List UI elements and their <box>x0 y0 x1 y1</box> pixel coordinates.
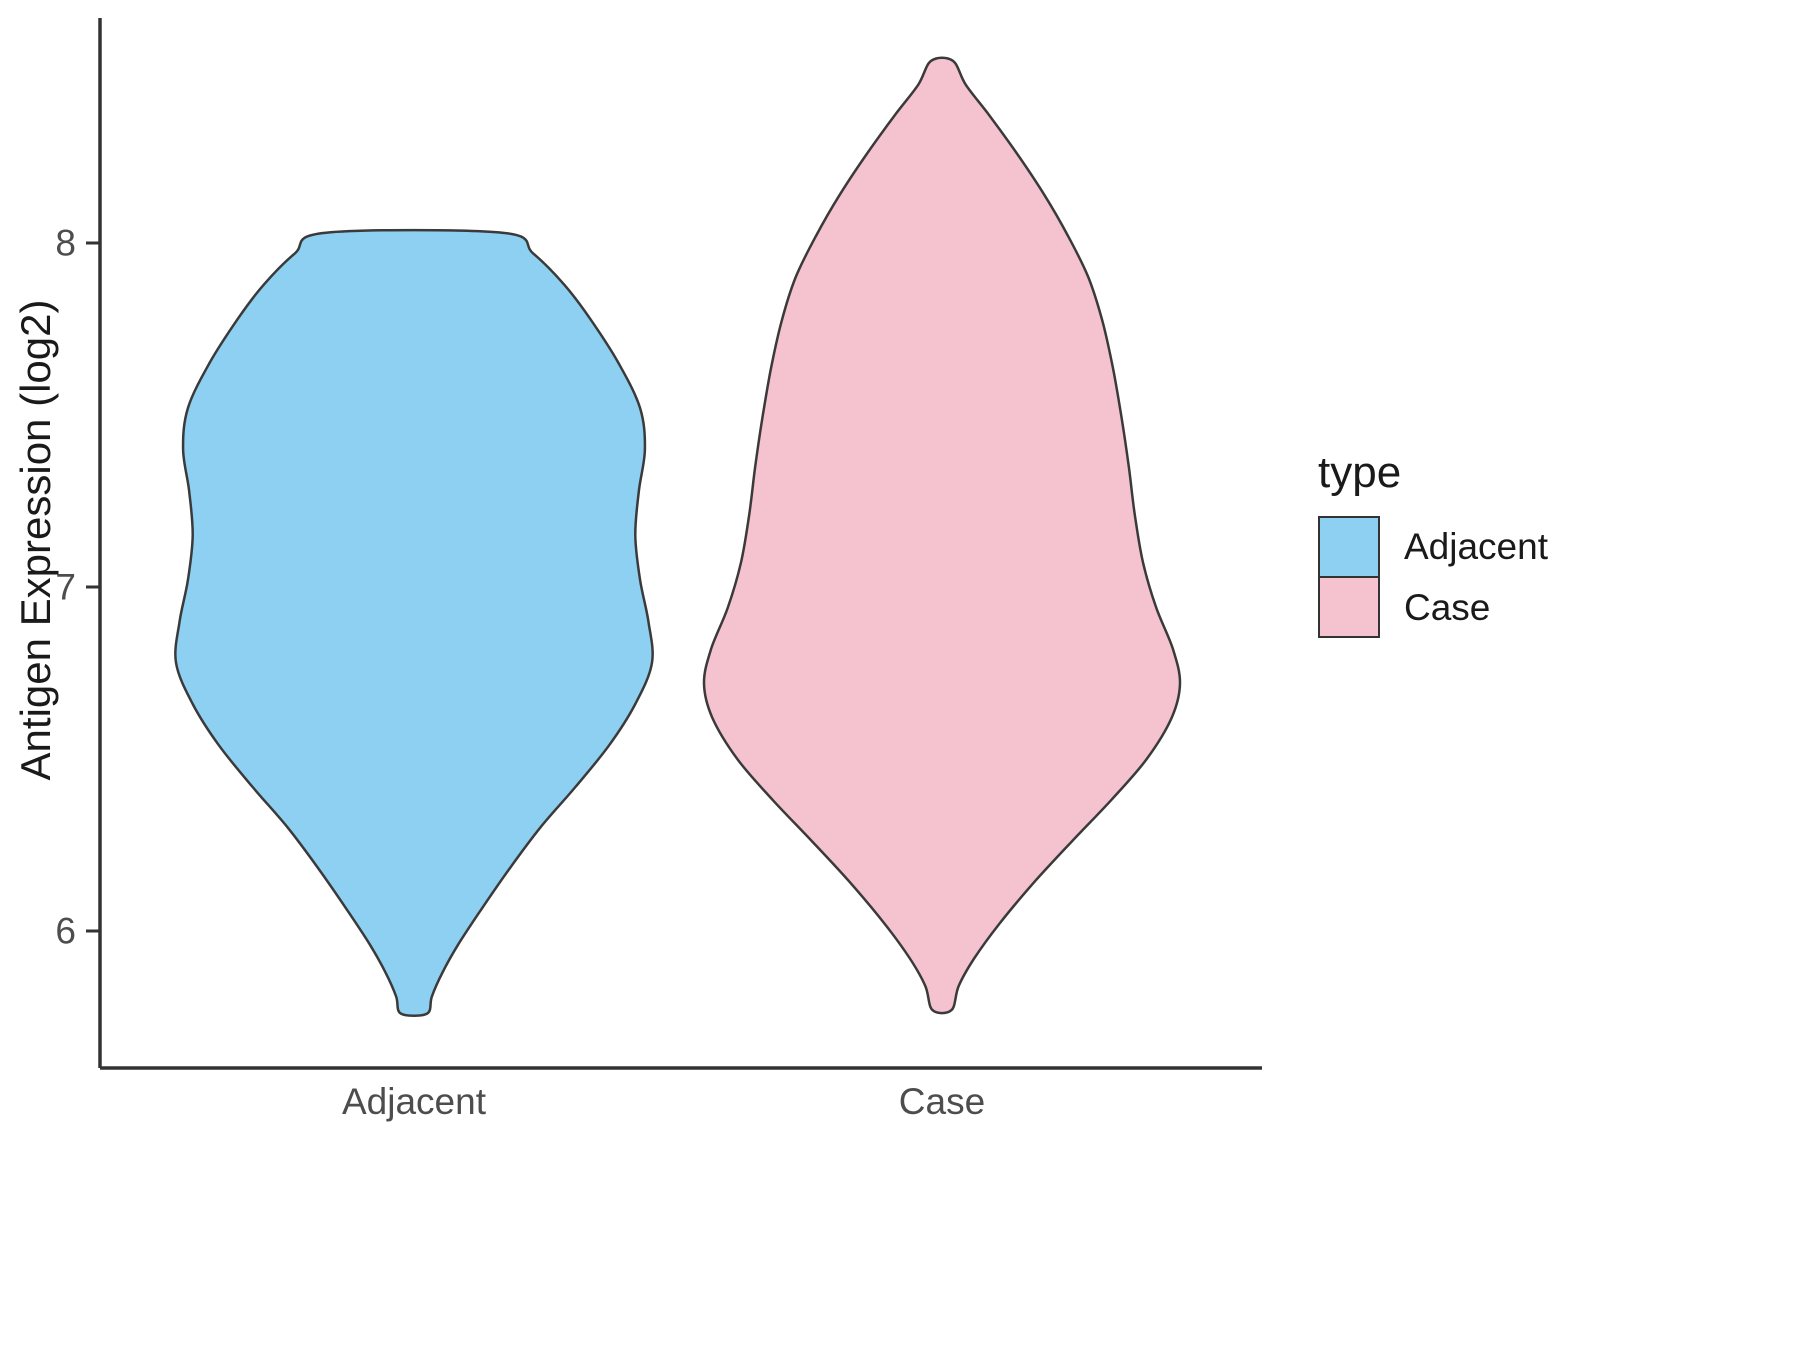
axes-layer <box>86 18 1262 1070</box>
legend-swatch <box>1318 576 1380 638</box>
x-category-label: Adjacent <box>342 1081 487 1122</box>
violin-case <box>702 56 1182 1015</box>
legend-label: Case <box>1404 587 1491 628</box>
violin-adjacent <box>174 228 654 1017</box>
y-tick-label: 7 <box>55 567 76 608</box>
violins-layer <box>174 56 1182 1017</box>
legend-entry-adjacent: Adjacent <box>1318 516 1548 578</box>
legend: type Adjacent Case <box>1318 448 1548 638</box>
y-axis-title: Antigen Expression (log2) <box>12 299 59 781</box>
y-tick-label: 8 <box>55 223 76 264</box>
legend-entry-case: Case <box>1318 576 1548 638</box>
x-category-label: Case <box>899 1081 985 1122</box>
y-tick-label: 6 <box>55 911 76 952</box>
legend-swatch <box>1318 516 1380 578</box>
legend-title: type <box>1318 448 1402 497</box>
axis-labels-layer: 6 7 8 Adjacent Case <box>55 223 985 1123</box>
legend-label: Adjacent <box>1404 526 1548 567</box>
